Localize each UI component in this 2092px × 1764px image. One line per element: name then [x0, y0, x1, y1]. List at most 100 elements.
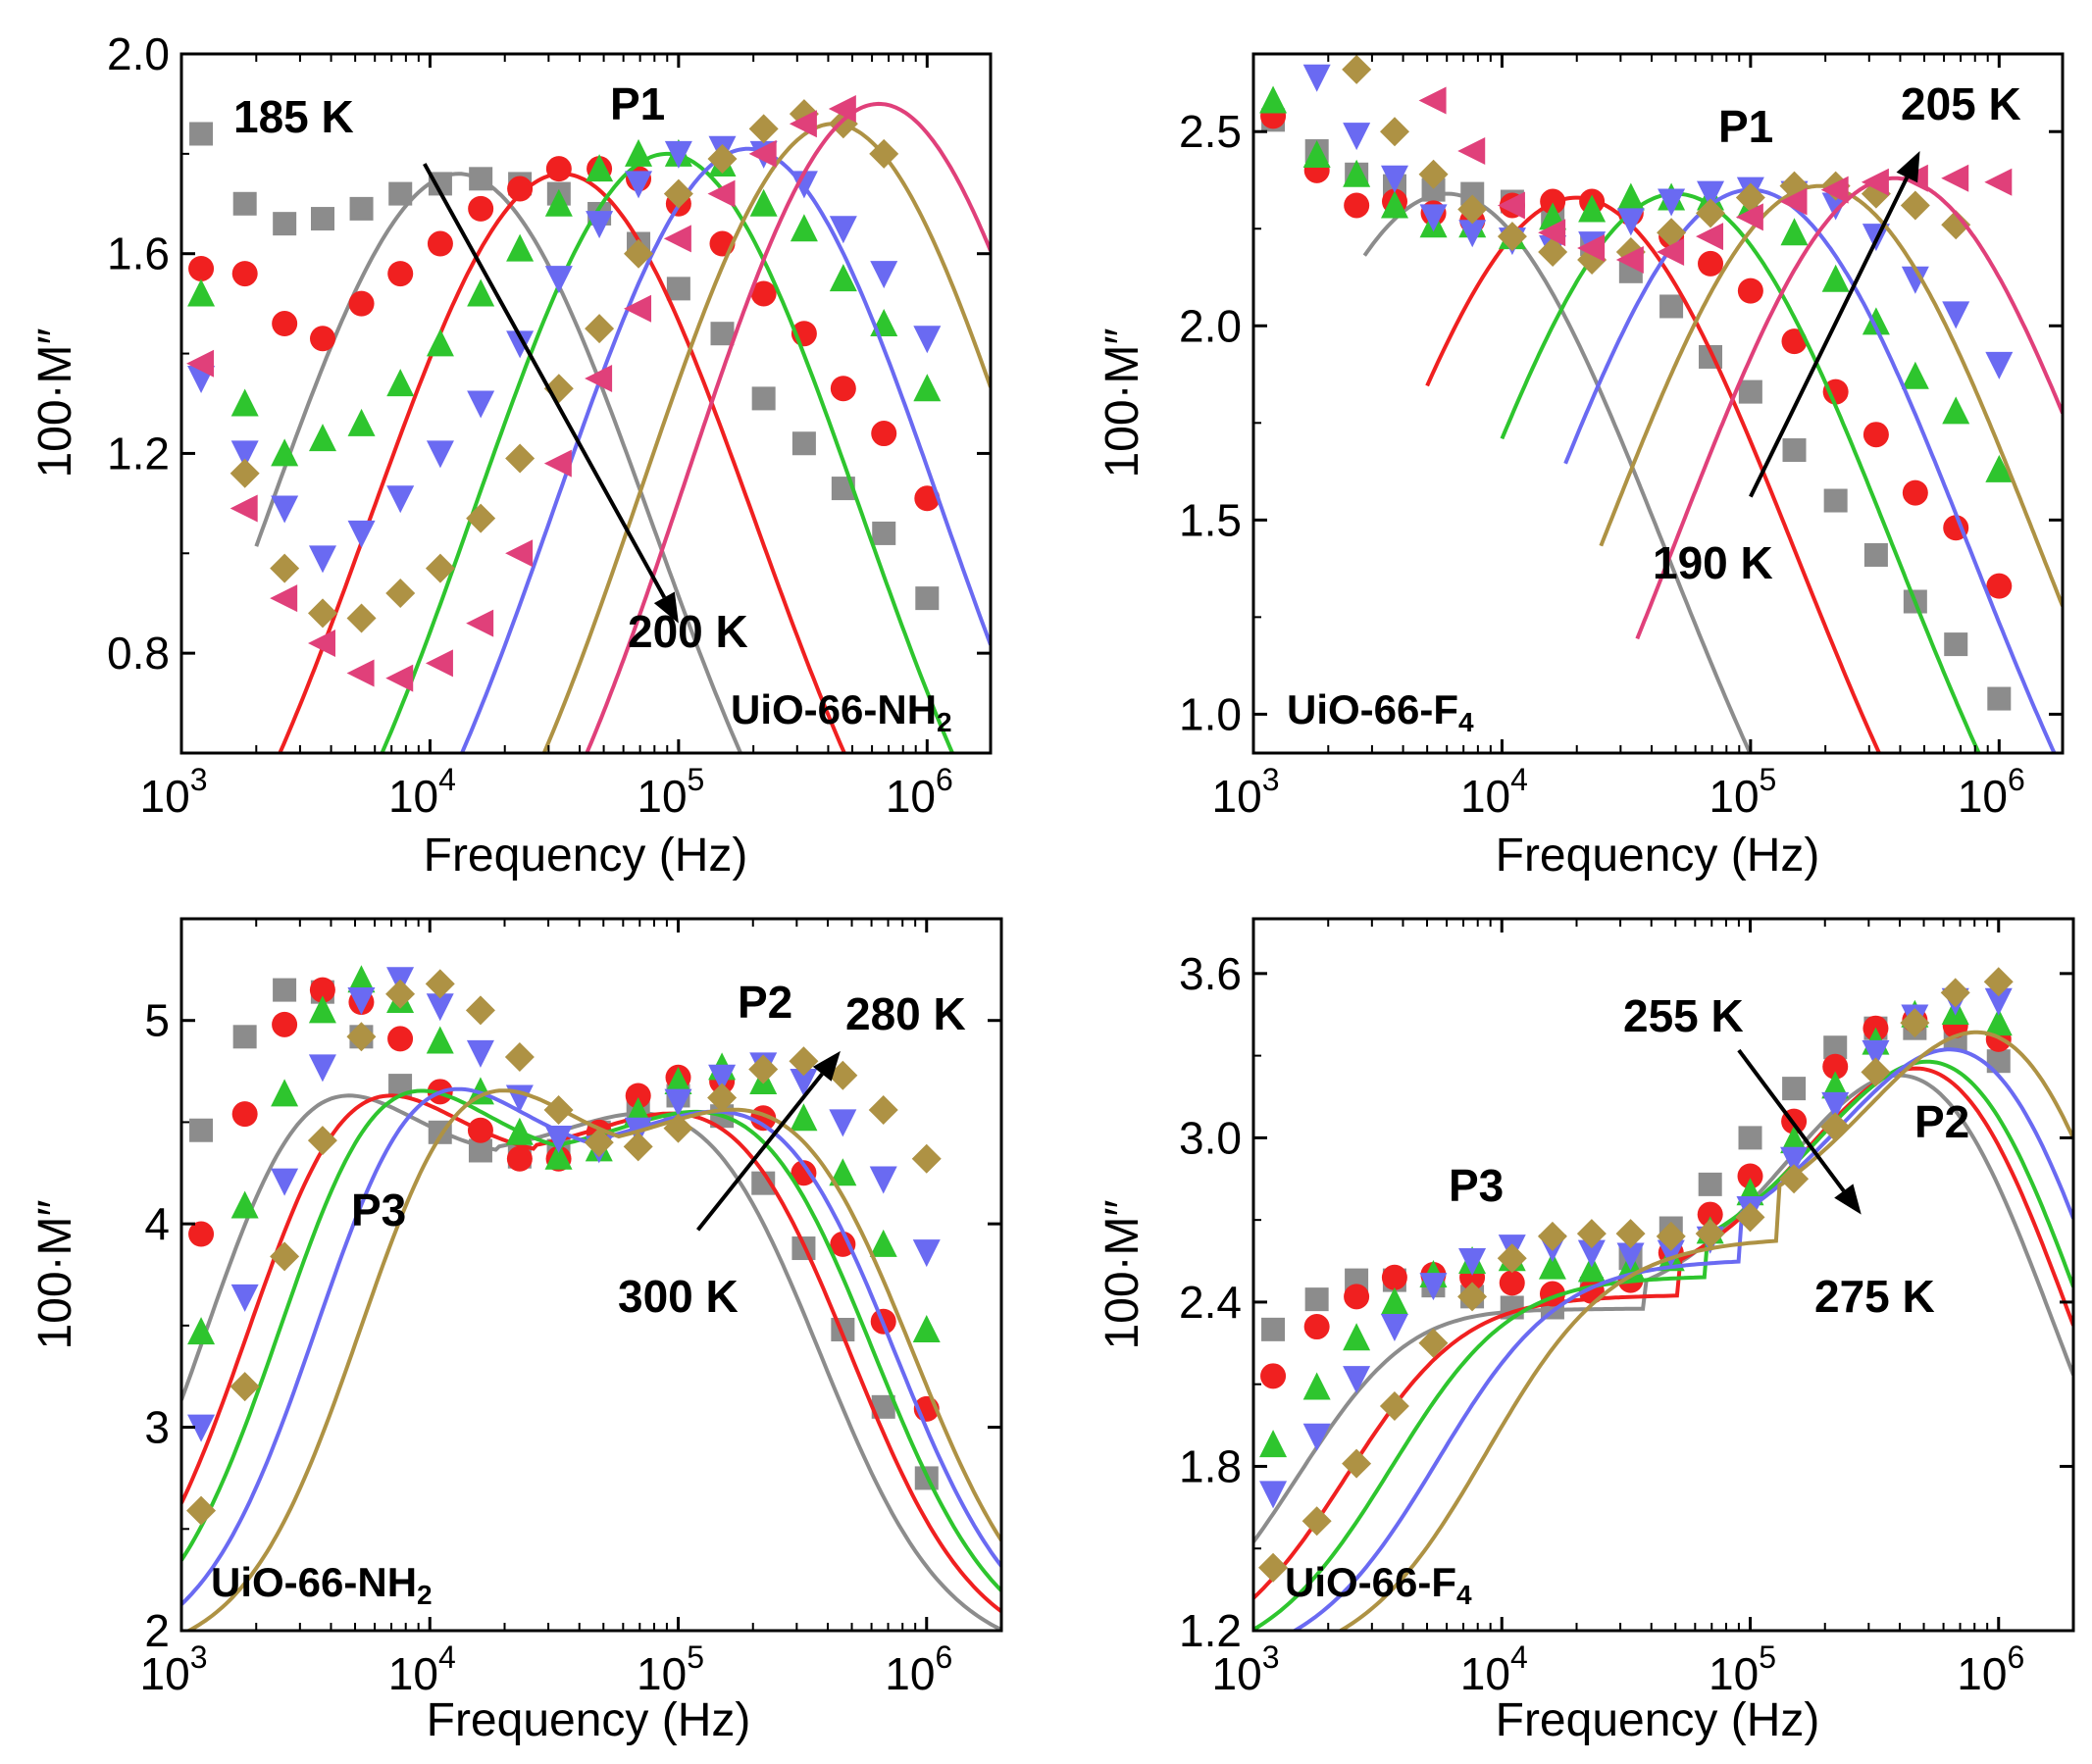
data-point — [273, 978, 297, 1002]
data-point — [1381, 190, 1409, 219]
data-point — [1861, 1057, 1891, 1087]
x-axis-title: Frequency (Hz) — [427, 1694, 751, 1746]
data-point — [664, 140, 692, 169]
data-point — [1820, 176, 1849, 204]
data-point — [1538, 1251, 1566, 1280]
data-point — [1499, 1270, 1525, 1296]
data-point — [664, 1066, 692, 1094]
data-point — [1780, 218, 1809, 246]
x-tick-label: 106 — [886, 762, 953, 822]
data-point — [1457, 137, 1486, 166]
data-point — [1258, 1552, 1289, 1583]
data-point — [1697, 180, 1725, 209]
data-point — [1657, 1239, 1685, 1268]
data-point — [791, 431, 816, 456]
data-point — [666, 277, 690, 301]
data-point — [426, 328, 454, 357]
data-point — [664, 1088, 692, 1117]
x-tick-label: 103 — [140, 1639, 208, 1699]
data-point — [912, 1239, 941, 1268]
data-point — [1823, 488, 1848, 513]
data-point — [1984, 168, 2013, 196]
x-tick-label: 106 — [1957, 1639, 2024, 1699]
data-point — [425, 969, 455, 999]
plot-frame — [1251, 917, 2075, 1633]
data-point — [1987, 686, 2012, 711]
fit-curve-190K-1 — [278, 172, 847, 753]
data-point — [230, 1190, 259, 1219]
data-point — [1497, 1243, 1527, 1274]
data-point — [1900, 190, 1930, 221]
data-point — [1343, 1323, 1371, 1351]
data-point — [1458, 1248, 1487, 1277]
data-point — [270, 584, 298, 613]
data-point — [187, 1414, 216, 1442]
temperature-arrow-shaft — [1737, 1048, 1846, 1192]
data-point — [828, 1060, 858, 1090]
data-point — [347, 408, 376, 436]
data-point — [1658, 188, 1686, 217]
data-point — [273, 212, 297, 236]
data-point — [1342, 54, 1372, 84]
data-point — [1738, 379, 1762, 404]
data-point — [1260, 1363, 1287, 1389]
y-tick-label: 5 — [144, 995, 170, 1046]
data-point — [1821, 264, 1850, 292]
temperature-arrow-head — [1834, 1184, 1862, 1215]
data-point — [1538, 237, 1568, 268]
data-point — [663, 178, 693, 209]
data-point — [1942, 396, 1970, 425]
data-point — [1343, 1366, 1371, 1394]
data-point — [426, 1026, 454, 1054]
data-point — [387, 1026, 414, 1052]
data-point — [1659, 294, 1684, 319]
data-point — [710, 322, 735, 346]
data-point — [790, 1068, 818, 1096]
data-point — [385, 664, 414, 692]
data-point — [1984, 1008, 2013, 1036]
temperature-arrow-head — [812, 1050, 841, 1082]
data-point — [232, 1025, 257, 1049]
data-point — [870, 261, 898, 289]
data-point — [1418, 86, 1447, 115]
y-tick-label: 1.2 — [107, 428, 170, 479]
y-tick-label: 1.5 — [1179, 494, 1242, 545]
data-point — [232, 191, 257, 216]
data-point — [751, 386, 776, 411]
data-point — [663, 1113, 693, 1143]
data-point — [749, 188, 778, 217]
peak-label-p1: P1 — [610, 78, 665, 129]
data-point — [427, 230, 453, 257]
data-point — [624, 294, 652, 323]
data-point — [1940, 978, 1970, 1008]
x-tick-label: 106 — [885, 1639, 952, 1699]
data-point — [231, 1101, 258, 1128]
data-point — [426, 993, 454, 1022]
data-point — [625, 1083, 651, 1109]
y-tick-label: 3 — [144, 1402, 170, 1453]
panel-bottom-right: 1.2 1.8 2.4 3.0 3.6 103 104 105 106 100·M″ Frequ… — [1097, 917, 2075, 1746]
data-point — [829, 1158, 857, 1186]
data-point — [790, 171, 818, 199]
data-point — [1418, 1328, 1449, 1358]
data-point — [349, 196, 374, 221]
x-axis-title: Frequency (Hz) — [1496, 1694, 1820, 1746]
data-point — [1540, 188, 1566, 215]
data-point — [1901, 266, 1929, 294]
data-point — [543, 449, 572, 478]
x-tick-label: 104 — [388, 1639, 456, 1699]
y-tick-label: 2.5 — [1179, 106, 1242, 157]
data-point — [1497, 191, 1525, 220]
data-point — [272, 311, 298, 337]
data-point — [1577, 234, 1606, 263]
data-point — [465, 995, 495, 1026]
data-point — [1381, 165, 1409, 193]
data-point — [311, 207, 335, 231]
data-point — [1983, 967, 2014, 997]
y-tick-label: 2 — [144, 1605, 170, 1656]
temperature-arrow-head — [1896, 151, 1920, 183]
data-point — [230, 494, 258, 523]
y-tick-label: 2.0 — [1179, 300, 1242, 351]
data-point — [1457, 1282, 1488, 1312]
data-point — [346, 603, 377, 633]
